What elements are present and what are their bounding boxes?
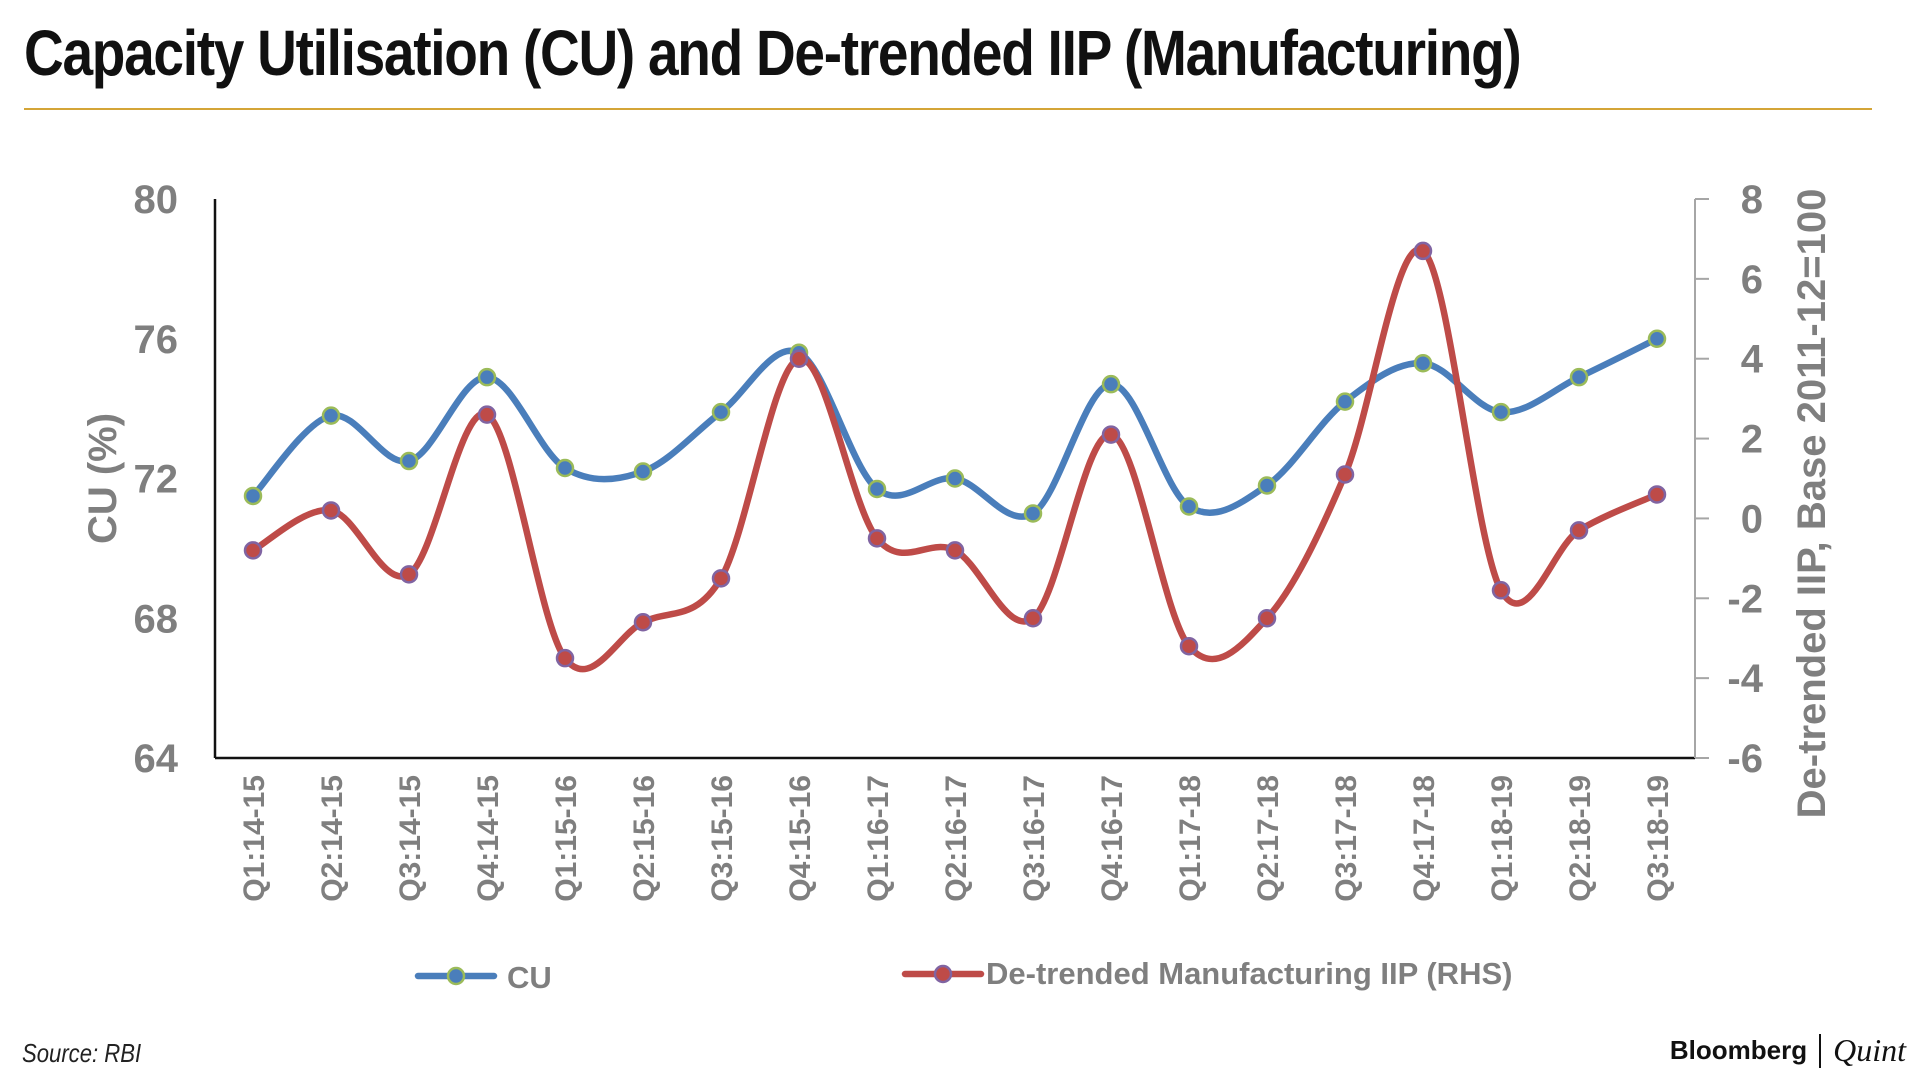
data-point-cu [1257, 476, 1277, 495]
data-point-iip [1491, 581, 1511, 600]
x-tick-label: Q4:17-18 [1408, 775, 1441, 902]
y-left-tick-label: 68 [134, 597, 179, 641]
y-left-tick-label: 76 [134, 318, 179, 362]
data-point-cu [477, 367, 497, 387]
x-tick-label: Q2:14-15 [316, 775, 349, 902]
x-tick-label: Q1:15-16 [550, 775, 583, 902]
y-axis-left-title: CU (%) [81, 413, 125, 544]
x-tick-label: Q1:14-15 [238, 775, 271, 902]
y-right-tick-label: -2 [1727, 577, 1763, 621]
y-right-tick-label: 4 [1741, 338, 1764, 382]
source-note: Source: RBI [22, 1038, 142, 1068]
data-point-cu [555, 458, 575, 478]
data-point-cu [867, 479, 887, 499]
data-point-iip [1179, 636, 1199, 656]
brand-primary: Bloomberg [1669, 1035, 1808, 1065]
y-right-tick-label: -4 [1727, 657, 1763, 701]
data-point-iip [1101, 425, 1121, 444]
data-point-iip [399, 565, 419, 584]
series-line-cu [249, 335, 1661, 520]
data-point-cu [1413, 353, 1433, 373]
y-right-tick-label: 0 [1741, 497, 1763, 541]
brand-separator [1819, 1033, 1822, 1068]
data-point-iip [1335, 465, 1355, 484]
data-point-iip [945, 541, 965, 560]
y-right-tick-label: 6 [1741, 258, 1763, 302]
brand-logo: Bloomberg Quint [1670, 1032, 1906, 1069]
data-point-iip [1023, 609, 1043, 628]
data-point-cu [1101, 374, 1121, 394]
x-tick-label: Q2:18-19 [1564, 775, 1597, 902]
brand-secondary: Quint [1833, 1032, 1906, 1068]
y-axis-right-title: De-trended IIP, Base 2011-12=100 [1790, 189, 1834, 819]
series-line-iip [249, 246, 1661, 673]
y-right-tick-label: 2 [1741, 418, 1763, 462]
y-left-tick-label: 72 [134, 458, 179, 502]
x-tick-label: Q3:15-16 [706, 775, 739, 902]
y-right-tick-label: 8 [1741, 178, 1763, 222]
data-point-cu [945, 469, 965, 488]
x-tick-label: Q3:17-18 [1330, 775, 1363, 902]
data-point-iip [1257, 609, 1277, 628]
data-point-cu [1491, 402, 1511, 422]
data-point-iip [1647, 485, 1667, 504]
x-tick-label: Q4:14-15 [472, 775, 505, 902]
data-point-iip [867, 529, 887, 548]
legend-cu-marker [446, 966, 466, 986]
data-point-cu [243, 486, 263, 506]
legend-cu-label: CU [507, 960, 552, 995]
data-point-cu [321, 406, 341, 425]
data-point-iip [243, 541, 263, 560]
data-point-iip [1413, 241, 1433, 261]
x-tick-label: Q3:16-17 [1018, 775, 1051, 902]
data-point-iip [633, 612, 653, 632]
data-point-iip [1569, 521, 1589, 540]
x-tick-label: Q2:15-16 [628, 775, 661, 902]
data-point-cu [711, 402, 731, 422]
y-right-tick-label: -6 [1727, 737, 1763, 781]
data-point-iip [555, 648, 575, 668]
legend-iip-marker [933, 964, 953, 984]
title-divider [24, 108, 1872, 110]
x-tick-label: Q4:15-16 [784, 775, 817, 902]
chart-title: Capacity Utilisation (CU) and De-trended… [24, 17, 1522, 89]
data-point-iip [477, 405, 497, 424]
data-point-iip [789, 349, 809, 368]
data-point-cu [1023, 504, 1043, 523]
x-tick-label: Q1:17-18 [1174, 775, 1207, 902]
data-point-cu [1569, 367, 1589, 387]
x-tick-label: Q3:18-19 [1642, 775, 1675, 902]
data-point-cu [1647, 329, 1667, 348]
x-tick-label: Q3:14-15 [394, 775, 427, 902]
y-left-tick-label: 80 [134, 178, 179, 222]
data-point-cu [633, 462, 653, 481]
y-left-tick-label: 64 [134, 737, 179, 781]
data-point-cu [1335, 392, 1355, 411]
data-point-iip [321, 501, 341, 520]
x-tick-label: Q1:18-19 [1486, 775, 1519, 902]
data-point-cu [399, 451, 419, 471]
x-tick-label: Q1:16-17 [862, 775, 895, 902]
x-tick-label: Q2:17-18 [1252, 775, 1285, 902]
data-point-iip [711, 569, 731, 588]
x-tick-label: Q2:16-17 [940, 775, 973, 902]
x-tick-label: Q4:16-17 [1096, 775, 1129, 902]
legend-iip-label: De-trended Manufacturing IIP (RHS) [986, 956, 1512, 991]
data-point-cu [1179, 497, 1199, 516]
